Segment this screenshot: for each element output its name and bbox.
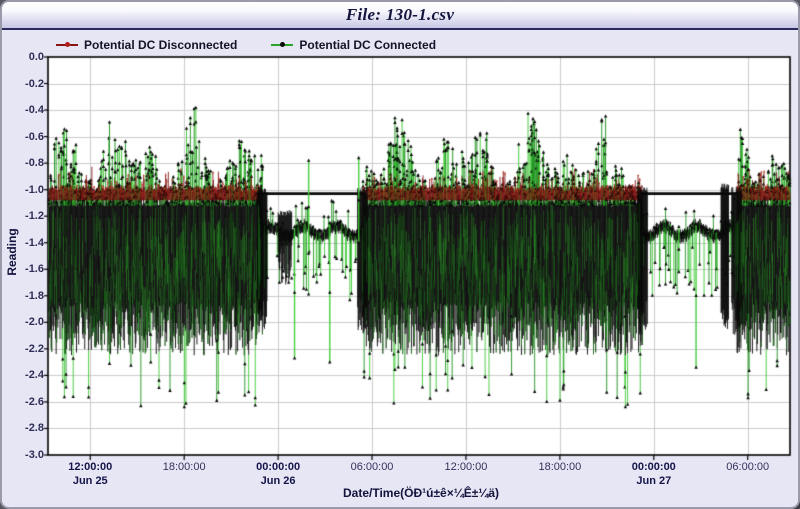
y-tick-label: -1.4 bbox=[2, 237, 44, 249]
legend-item-connected[interactable]: Potential DC Connected bbox=[271, 38, 436, 52]
y-tick-label: -0.6 bbox=[2, 131, 44, 143]
connected-series-swatch-icon bbox=[271, 44, 293, 46]
y-axis-title: Reading bbox=[5, 212, 19, 292]
connected-marker-icon bbox=[280, 42, 285, 47]
y-tick-label: -0.4 bbox=[2, 104, 44, 116]
x-tick-label: 00:00:00 bbox=[246, 461, 310, 473]
y-tick-label: -1.6 bbox=[2, 263, 44, 275]
window-title: File: 130-1.csv bbox=[346, 5, 454, 25]
x-tick-label: 06:00:00 bbox=[340, 461, 404, 473]
x-tick-label: 12:00:00 bbox=[434, 461, 498, 473]
y-tick-label: -2.8 bbox=[2, 422, 44, 434]
x-tick-label: 06:00:00 bbox=[716, 461, 780, 473]
y-tick-label: -0.2 bbox=[2, 78, 44, 90]
x-tick-label: 12:00:00 bbox=[58, 461, 122, 473]
x-tick-label: 00:00:00 bbox=[622, 461, 686, 473]
application-window: File: 130-1.csv Potential DC Disconnecte… bbox=[0, 0, 800, 509]
y-tick-label: -0.8 bbox=[2, 157, 44, 169]
x-tick-label: 18:00:00 bbox=[528, 461, 592, 473]
chart-canvas bbox=[2, 30, 798, 505]
legend-label-disconnected: Potential DC Disconnected bbox=[84, 38, 237, 52]
y-tick-label: -3.0 bbox=[2, 449, 44, 461]
x-date-label: Jun 25 bbox=[58, 475, 122, 487]
y-tick-label: -1.2 bbox=[2, 210, 44, 222]
disconnected-marker-icon bbox=[65, 42, 70, 47]
x-axis-title: Date/Time(ÖÐ¹ú±ê×¼Ê±¼ä) bbox=[309, 486, 533, 500]
legend-item-disconnected[interactable]: Potential DC Disconnected bbox=[56, 38, 237, 52]
y-tick-label: -2.4 bbox=[2, 369, 44, 381]
y-tick-label: -2.6 bbox=[2, 396, 44, 408]
window-titlebar[interactable]: File: 130-1.csv bbox=[2, 2, 798, 30]
y-tick-label: -1.0 bbox=[2, 184, 44, 196]
y-tick-label: -2.0 bbox=[2, 316, 44, 328]
y-tick-label: -2.2 bbox=[2, 343, 44, 355]
chart-legend: Potential DC Disconnected Potential DC C… bbox=[56, 38, 436, 52]
x-date-label: Jun 26 bbox=[246, 475, 310, 487]
legend-label-connected: Potential DC Connected bbox=[299, 38, 436, 52]
chart-panel: Potential DC Disconnected Potential DC C… bbox=[2, 30, 798, 505]
disconnected-series-swatch-icon bbox=[56, 44, 78, 46]
x-date-label: Jun 27 bbox=[622, 475, 686, 487]
y-tick-label: -1.8 bbox=[2, 290, 44, 302]
x-tick-label: 18:00:00 bbox=[152, 461, 216, 473]
y-tick-label: 0.0 bbox=[2, 51, 44, 63]
